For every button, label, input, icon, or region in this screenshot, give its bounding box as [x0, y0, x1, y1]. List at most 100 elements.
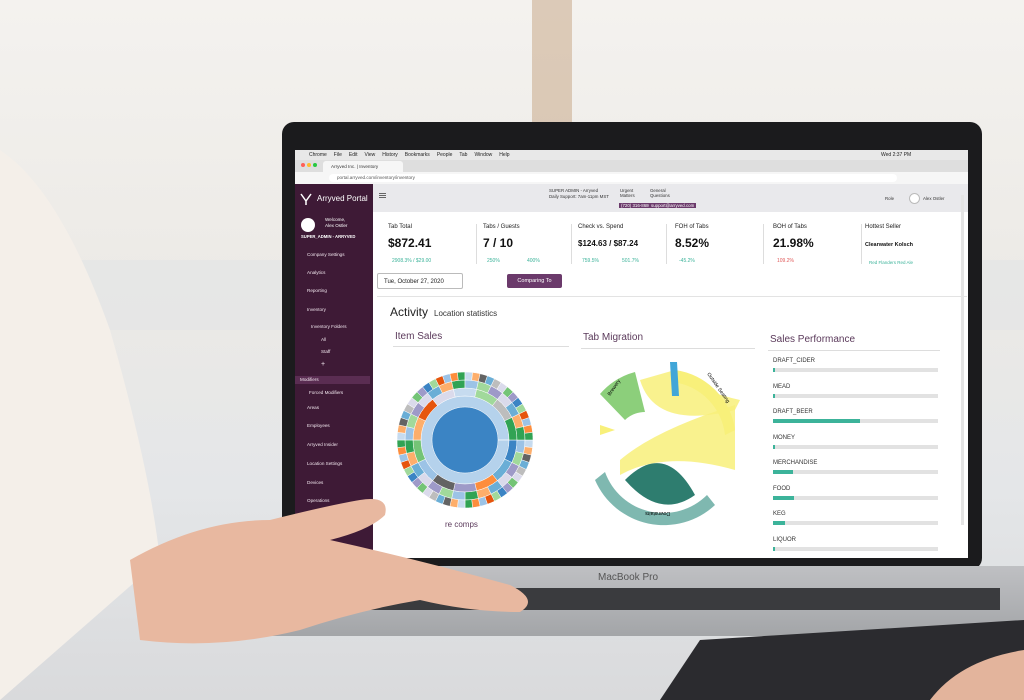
- nav-subitem[interactable]: Staff: [321, 349, 331, 354]
- stat-change: 2908.3% / $29.00: [392, 258, 432, 264]
- divider: [768, 350, 940, 351]
- stat-value: $124.63 / $87.24: [578, 239, 639, 248]
- bar-track: [773, 495, 938, 500]
- bar-label: LIQUOR: [773, 536, 797, 543]
- clock: Wed 2:37 PM: [881, 152, 912, 158]
- panel-title: Sales Performance: [770, 334, 856, 345]
- nav-subitem[interactable]: Inventory Folders: [311, 324, 347, 329]
- sunburst-segment: [524, 432, 534, 441]
- bar: [773, 470, 793, 474]
- user-menu[interactable]: Alex Ostler: [923, 196, 945, 201]
- menu-item[interactable]: Tab: [459, 152, 468, 158]
- stat-change: Red Flanders Red Ale: [869, 260, 914, 265]
- window-minimize[interactable]: [307, 163, 311, 167]
- menu-item[interactable]: View: [364, 152, 376, 158]
- divider: [377, 296, 967, 297]
- stat-label: FOH of Tabs: [675, 224, 709, 230]
- support-hours: Daily Support: 7am-11pm MST: [549, 194, 609, 199]
- phone-pill[interactable]: (720) 316-8680: [619, 203, 654, 208]
- bar: [773, 444, 775, 449]
- stat-change: 400%: [527, 258, 540, 264]
- stat-value: 8.52%: [675, 236, 710, 250]
- brand: Arryved Portal: [317, 194, 368, 203]
- bar-track: [773, 368, 938, 372]
- email-pill[interactable]: support@arryved.com: [649, 203, 697, 208]
- stat-change: 109.2%: [777, 258, 794, 264]
- user-role: SUPER_ADMIN - ARRYVED: [301, 234, 356, 239]
- nav-item[interactable]: Arryved Insider: [307, 442, 338, 447]
- menu-item[interactable]: Bookmarks: [404, 152, 430, 158]
- stat-value: Clearwater Kolsch: [865, 242, 913, 248]
- window-frame: [532, 0, 572, 130]
- menu-item[interactable]: File: [333, 152, 342, 158]
- stat-label: Tabs / Guests: [483, 224, 520, 230]
- menu-item[interactable]: Chrome: [309, 152, 327, 158]
- nav-item[interactable]: Reporting: [307, 288, 327, 293]
- bar-label: DRAFT_BEER: [773, 409, 813, 415]
- bar-label: MEAD: [773, 383, 791, 390]
- divider: [581, 348, 755, 349]
- stat-label: Tab Total: [388, 224, 412, 230]
- stat-divider: [571, 224, 572, 264]
- bar-track: [773, 444, 938, 449]
- activity-title: Activity: [390, 305, 429, 319]
- sidebar: Arryved Portal Welcome, Alex Ostler SUPE…: [295, 184, 373, 558]
- nav-item[interactable]: Devices: [307, 480, 324, 485]
- stat-divider: [763, 224, 764, 264]
- mac-menu-bar: Chrome File Edit View History Bookmarks People…: [295, 150, 968, 160]
- bar: [773, 393, 775, 398]
- sunburst-core: [432, 407, 498, 473]
- panel-title: Item Sales: [395, 331, 443, 342]
- item-sales-footer[interactable]: re comps: [445, 520, 478, 529]
- nav-item[interactable]: Location Settings: [307, 461, 343, 466]
- nav-subitem-active[interactable]: Modifiers: [295, 376, 370, 384]
- stat-divider: [476, 224, 477, 264]
- date-picker[interactable]: Tue, October 27, 2020: [377, 273, 463, 289]
- window-close[interactable]: [301, 163, 305, 167]
- bar-track: [773, 521, 938, 525]
- activity-subtitle: Location statistics: [434, 309, 498, 318]
- bar-track: [773, 470, 938, 474]
- menu-item[interactable]: History: [382, 152, 398, 158]
- nav-item[interactable]: Analytics: [307, 270, 326, 275]
- bar-label: DRAFT_CIDER: [773, 358, 816, 364]
- nav-item[interactable]: Employees: [307, 423, 330, 428]
- stat-change: 250%: [487, 258, 500, 264]
- stat-label: BOH of Tabs: [773, 224, 807, 230]
- role-menu[interactable]: Role: [885, 196, 895, 201]
- browser-tab[interactable]: Arryved Inc. | Inventory: [323, 161, 403, 172]
- stat-divider: [666, 224, 667, 264]
- general-label: General Questions: [650, 188, 670, 198]
- menu-item[interactable]: Edit: [348, 152, 358, 158]
- bar-track: [773, 393, 938, 398]
- nav-subitem[interactable]: +: [321, 361, 326, 368]
- nav-item[interactable]: Operations: [307, 498, 330, 503]
- nav-subitem[interactable]: All: [321, 337, 327, 342]
- avatar: [301, 218, 315, 232]
- hamburger[interactable]: [379, 193, 386, 194]
- bar: [773, 368, 775, 372]
- laptop-label: MacBook Pro: [598, 572, 659, 583]
- visualizations: Brewery Outside Seating Downstairs: [396, 362, 740, 526]
- menu-item[interactable]: Window: [474, 152, 493, 158]
- scrollbar[interactable]: [961, 195, 964, 525]
- divider: [393, 346, 569, 347]
- nav-item[interactable]: Company Settings: [307, 252, 345, 257]
- bar-label: MONEY: [773, 434, 796, 441]
- url-field[interactable]: portal.arryved.com/inventory/inventory: [329, 174, 897, 182]
- window-zoom[interactable]: [313, 163, 317, 167]
- compare-button[interactable]: Comparing To: [507, 274, 562, 288]
- menu-item[interactable]: Help: [499, 152, 510, 158]
- stat-change: -45.2%: [679, 258, 695, 264]
- menu-item[interactable]: People: [436, 152, 453, 158]
- nav-subitem[interactable]: Forced Modifiers: [309, 390, 344, 395]
- bar-track: [773, 546, 938, 551]
- chord-diagram: Brewery Outside Seating Downstairs: [595, 362, 740, 526]
- stat-change: 759.5%: [582, 258, 599, 264]
- nav-item[interactable]: Inventory: [307, 307, 326, 312]
- nav-item[interactable]: Areas: [307, 405, 320, 410]
- stat-label: Check vs. Spend: [578, 224, 624, 230]
- user-name: Alex Ostler: [325, 223, 348, 228]
